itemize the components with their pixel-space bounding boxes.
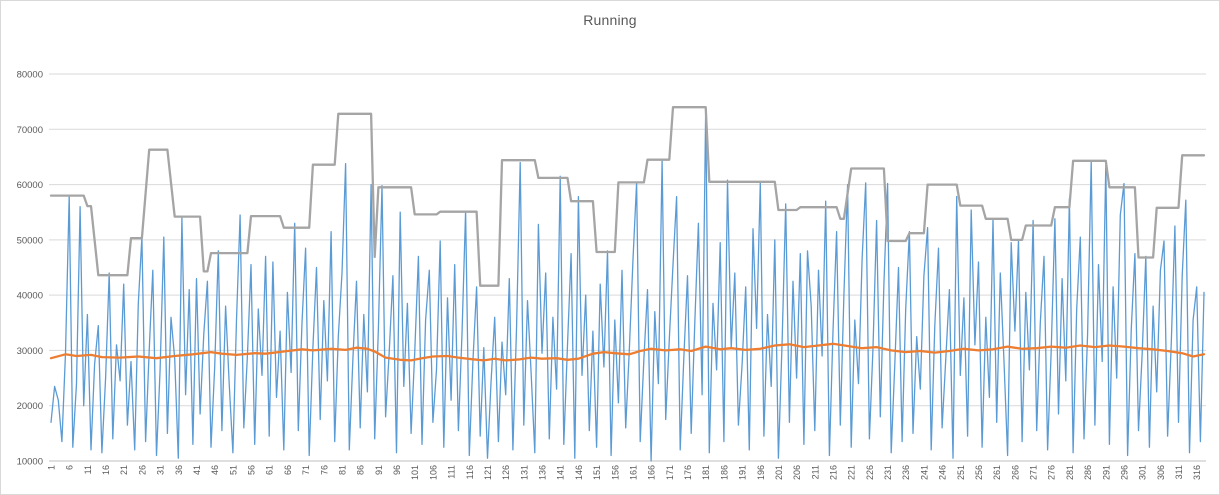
x-axis-tick-label: 56	[247, 465, 257, 475]
x-axis-tick-label: 81	[337, 465, 347, 475]
x-axis-tick-label: 276	[1047, 465, 1057, 480]
x-axis-tick-label: 91	[374, 465, 384, 475]
series-3-line[interactable]	[49, 106, 1206, 287]
x-axis-tick-label: 146	[574, 465, 584, 480]
x-axis-tick-label: 186	[719, 465, 729, 480]
x-axis-tick-label: 286	[1083, 465, 1093, 480]
x-axis-tick-label: 136	[538, 465, 548, 480]
x-axis-tick-label: 231	[883, 465, 893, 480]
x-axis-tick-label: 311	[1174, 465, 1184, 479]
y-axis-tick-label: 20000	[17, 401, 43, 412]
x-axis-tick-label: 101	[410, 465, 420, 480]
x-axis-tick-label: 241	[919, 465, 929, 480]
x-axis-tick-label: 41	[192, 465, 202, 475]
x-axis-tick-label: 36	[174, 465, 184, 475]
x-axis-tick-label: 196	[756, 465, 766, 480]
x-axis-tick-label: 156	[610, 465, 620, 480]
x-axis-tick-label: 191	[738, 465, 748, 480]
x-axis-tick-label: 76	[319, 465, 329, 475]
series-2-line[interactable]	[49, 342, 1206, 362]
x-axis-tick-label: 226	[865, 465, 875, 480]
x-axis-tick-label: 201	[774, 465, 784, 480]
x-axis-tick-label: 131	[519, 465, 529, 480]
y-axis-tick-label: 10000	[17, 457, 43, 468]
x-axis-tick-label: 236	[901, 465, 911, 480]
x-axis-tick-label: 181	[701, 465, 711, 480]
x-axis-tick-label: 31	[156, 465, 166, 475]
x-axis-tick-label: 46	[210, 465, 220, 475]
x-axis-tick-label: 281	[1065, 465, 1075, 480]
x-axis-tick-label: 206	[792, 465, 802, 480]
x-axis-tick-label: 51	[228, 465, 238, 475]
x-axis-tick-label: 71	[301, 465, 311, 475]
x-axis-tick-label: 86	[356, 465, 366, 475]
y-axis-tick-label: 30000	[17, 346, 43, 357]
x-axis-tick-label: 251	[956, 465, 966, 480]
x-axis-tick-label: 171	[665, 465, 675, 480]
chart-title[interactable]: Running	[583, 12, 637, 28]
x-axis-tick-label: 111	[447, 465, 457, 479]
x-axis-tick-label: 211	[810, 465, 820, 479]
x-axis-tick-label: 161	[628, 465, 638, 480]
x-axis-tick-label: 316	[1192, 465, 1202, 480]
x-axis-tick-label: 301	[1138, 465, 1148, 480]
y-axis-tick-label: 50000	[17, 235, 43, 246]
x-axis-tick-label: 271	[1029, 465, 1039, 480]
x-axis-tick-label: 61	[265, 465, 275, 475]
x-axis-tick-label: 121	[483, 465, 493, 480]
x-axis-tick-label: 116	[465, 465, 475, 479]
x-axis-tick-label: 6	[65, 465, 75, 470]
x-axis-tick-label: 291	[1101, 465, 1111, 480]
x-axis-tick-label: 221	[847, 465, 857, 480]
x-axis-tick-label: 151	[592, 465, 602, 480]
x-axis-tick-label: 26	[137, 465, 147, 475]
x-axis-tick-label: 21	[119, 465, 129, 475]
x-axis-tick-label: 306	[1156, 465, 1166, 480]
x-axis-tick-label: 141	[556, 465, 566, 480]
x-axis-tick-label: 166	[647, 465, 657, 480]
x-axis-tick-label: 266	[1010, 465, 1020, 480]
y-axis-tick-label: 40000	[17, 291, 43, 302]
x-axis-tick-label: 66	[283, 465, 293, 475]
x-axis-tick-label: 11	[83, 465, 93, 474]
x-axis-tick-label: 126	[501, 465, 511, 480]
x-axis-tick-label: 261	[992, 465, 1002, 480]
x-axis-tick-label: 246	[938, 465, 948, 480]
x-axis-tick-label: 96	[392, 465, 402, 475]
x-axis-tick-label: 16	[101, 465, 111, 475]
y-axis-tick-label: 70000	[17, 125, 43, 136]
x-axis-tick-label: 106	[428, 465, 438, 480]
y-axis-tick-label: 60000	[17, 180, 43, 191]
y-axis-tick-label: 80000	[17, 70, 43, 81]
x-axis-tick-label: 296	[1119, 465, 1129, 480]
x-axis-tick-label: 216	[829, 465, 839, 480]
x-axis-tick-label: 256	[974, 465, 984, 480]
x-axis-tick-label: 1	[47, 465, 57, 470]
x-axis-tick-label: 176	[683, 465, 693, 480]
series-1-line[interactable]	[50, 107, 1205, 462]
